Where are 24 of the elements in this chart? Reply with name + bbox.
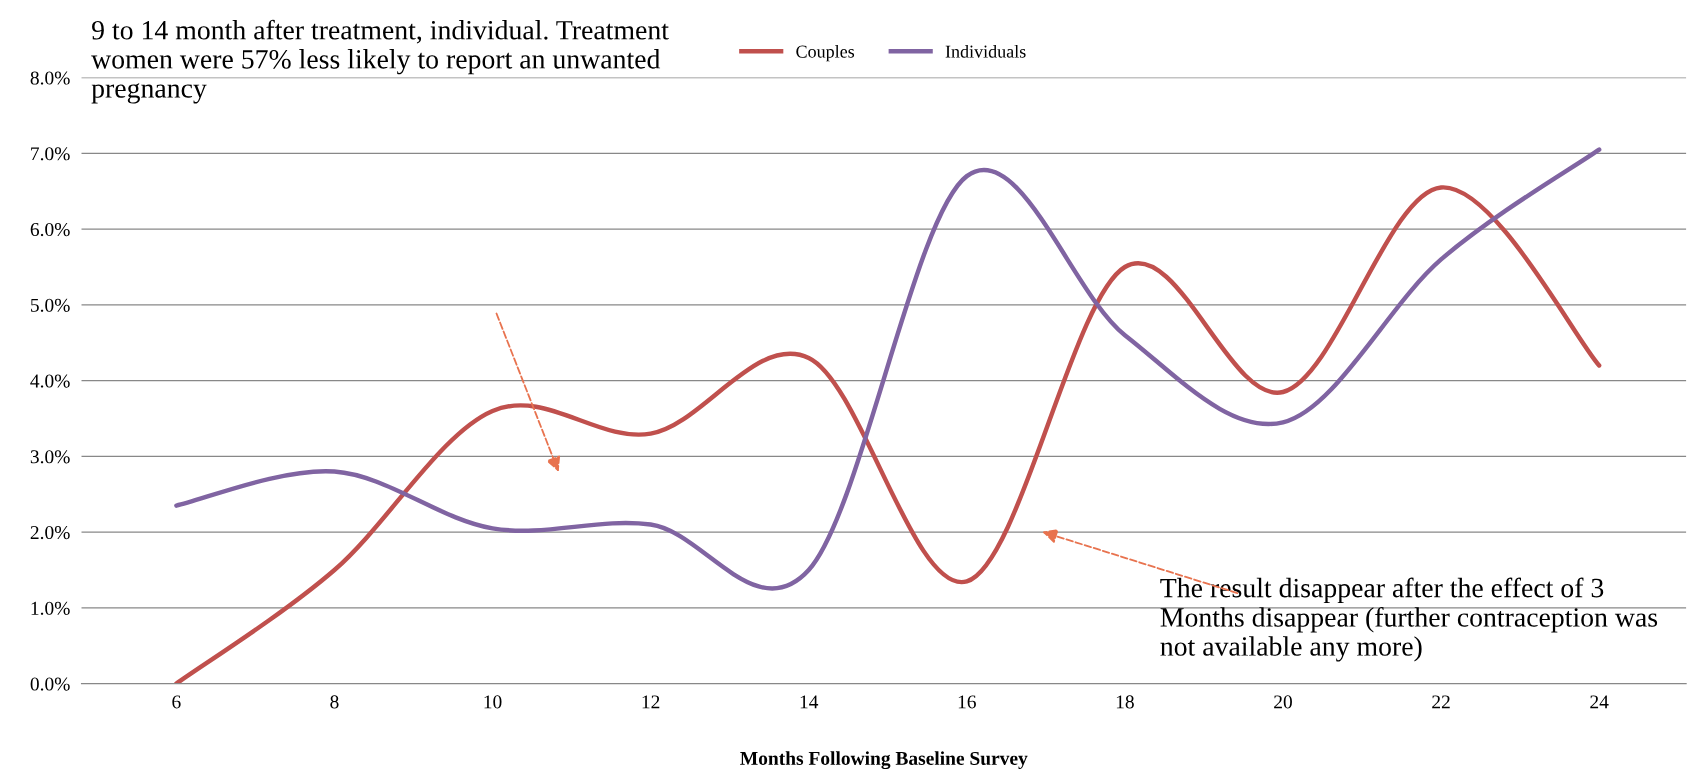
x-tick-label: 16 xyxy=(958,695,976,709)
x-tick-label: 14 xyxy=(800,695,819,709)
annotation: The result disappear after the effect of 3 Months disappear (further contraception was not available any more) xyxy=(1160,577,1658,662)
x-tick-label: 20 xyxy=(1274,695,1292,709)
legend-label: Individuals xyxy=(945,44,1026,58)
y-tick-label: 0.0% xyxy=(30,677,70,691)
y-tick-label: 7.0% xyxy=(31,147,70,161)
x-tick-label: 12 xyxy=(642,695,660,709)
x-tick-label: 8 xyxy=(330,695,339,709)
y-tick-label: 2.0% xyxy=(30,525,70,540)
legend-label: Couples xyxy=(796,44,855,62)
x-tick-label: 10 xyxy=(484,695,502,709)
annotation: 9 to 14 month after treatment, individual. Treatment women were 57% less likely to report an unwanted pregnancy xyxy=(91,19,669,104)
x-tick-label: 22 xyxy=(1432,695,1450,709)
y-tick-label: 5.0% xyxy=(31,298,70,312)
x-tick-label: 6 xyxy=(172,695,181,709)
y-tick-label: 8.0% xyxy=(30,71,70,85)
y-tick-label: 3.0% xyxy=(30,450,70,464)
x-tick-label: 18 xyxy=(1116,695,1134,709)
x-tick-label: 24 xyxy=(1590,695,1609,709)
y-tick-label: 6.0% xyxy=(30,222,70,237)
y-tick-label: 4.0% xyxy=(30,374,70,388)
y-tick-label: 1.0% xyxy=(31,601,70,615)
x-axis-title: Months Following Baseline Survey xyxy=(740,751,1028,770)
